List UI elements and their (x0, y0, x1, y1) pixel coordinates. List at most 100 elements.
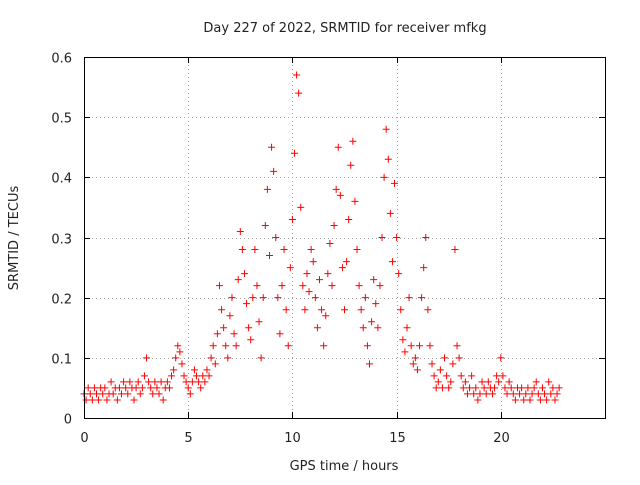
data-point (374, 324, 382, 332)
data-point (411, 354, 419, 362)
x-tick-label: 0 (80, 431, 88, 446)
data-point (213, 330, 221, 338)
data-point (413, 366, 421, 374)
data-point (370, 276, 378, 284)
data-point (384, 155, 392, 163)
data-point (366, 360, 374, 368)
data-point (422, 234, 430, 241)
data-point (297, 203, 305, 211)
data-point (228, 294, 236, 302)
data-point (459, 384, 467, 392)
data-point (147, 384, 155, 392)
data-point (336, 191, 344, 199)
data-point (174, 342, 182, 350)
data-point (188, 378, 196, 386)
data-point (453, 342, 461, 350)
data-point (284, 342, 292, 350)
data-point (272, 234, 280, 241)
data-point (468, 372, 476, 380)
data-point (136, 390, 144, 398)
data-point (441, 354, 449, 362)
data-point (378, 234, 386, 241)
y-tick-label: 0.2 (51, 293, 72, 308)
data-point (451, 246, 459, 254)
x-tick-label: 5 (184, 431, 192, 446)
data-point (509, 390, 517, 398)
data-point (328, 282, 336, 290)
data-point (505, 378, 513, 386)
data-point (372, 300, 380, 308)
data-point (407, 342, 415, 350)
data-point (157, 378, 165, 386)
data-point (368, 318, 376, 326)
data-point (315, 276, 323, 284)
data-point (255, 318, 263, 326)
data-point (251, 246, 259, 254)
data-point (309, 258, 317, 266)
data-point (520, 396, 528, 404)
data-point (88, 396, 96, 404)
data-point (180, 372, 188, 380)
data-point (261, 221, 269, 229)
data-point (466, 384, 474, 392)
data-point (445, 384, 453, 392)
data-point (247, 336, 255, 344)
data-point (338, 264, 346, 272)
data-point (278, 282, 286, 290)
data-point (232, 342, 240, 350)
data-point (236, 227, 244, 235)
data-point (211, 360, 219, 368)
grid-lines (84, 57, 605, 418)
data-point (324, 270, 332, 278)
data-point (355, 282, 363, 290)
data-point (93, 390, 101, 398)
data-point (240, 270, 248, 278)
data-point (432, 384, 440, 392)
data-point (388, 258, 396, 266)
data-point (286, 264, 294, 272)
data-point (259, 294, 267, 302)
data-point (95, 396, 103, 404)
data-point (534, 390, 542, 398)
data-point (409, 360, 417, 368)
x-tick-label: 15 (389, 431, 406, 446)
data-point (541, 390, 549, 398)
data-point (109, 390, 117, 398)
data-point (463, 390, 471, 398)
data-point (501, 384, 509, 392)
data-point (488, 390, 496, 398)
data-point (153, 384, 161, 392)
data-point (249, 294, 257, 302)
data-point (438, 384, 446, 392)
data-point (205, 372, 213, 380)
data-point (449, 360, 457, 368)
data-point (424, 306, 432, 314)
data-point (313, 324, 321, 332)
y-tick-label: 0.5 (51, 112, 72, 127)
data-point (276, 330, 284, 338)
data-point (293, 71, 301, 79)
data-point (395, 270, 403, 278)
data-point (138, 384, 146, 392)
data-point (353, 246, 361, 254)
data-point (234, 276, 242, 284)
data-point (349, 137, 357, 145)
y-tick-label: 0 (64, 413, 72, 428)
data-point (482, 390, 490, 398)
data-point (209, 342, 217, 350)
data-point (555, 384, 563, 392)
data-point (359, 324, 367, 332)
data-point (184, 384, 192, 392)
data-point (170, 366, 178, 374)
data-point (478, 378, 486, 386)
data-point (82, 396, 90, 404)
data-point (224, 354, 232, 362)
data-point (182, 378, 190, 386)
data-point (163, 378, 171, 386)
data-point (126, 378, 134, 386)
data-point (426, 342, 434, 350)
data-point (190, 366, 198, 374)
data-point (553, 390, 561, 398)
data-point (320, 342, 328, 350)
